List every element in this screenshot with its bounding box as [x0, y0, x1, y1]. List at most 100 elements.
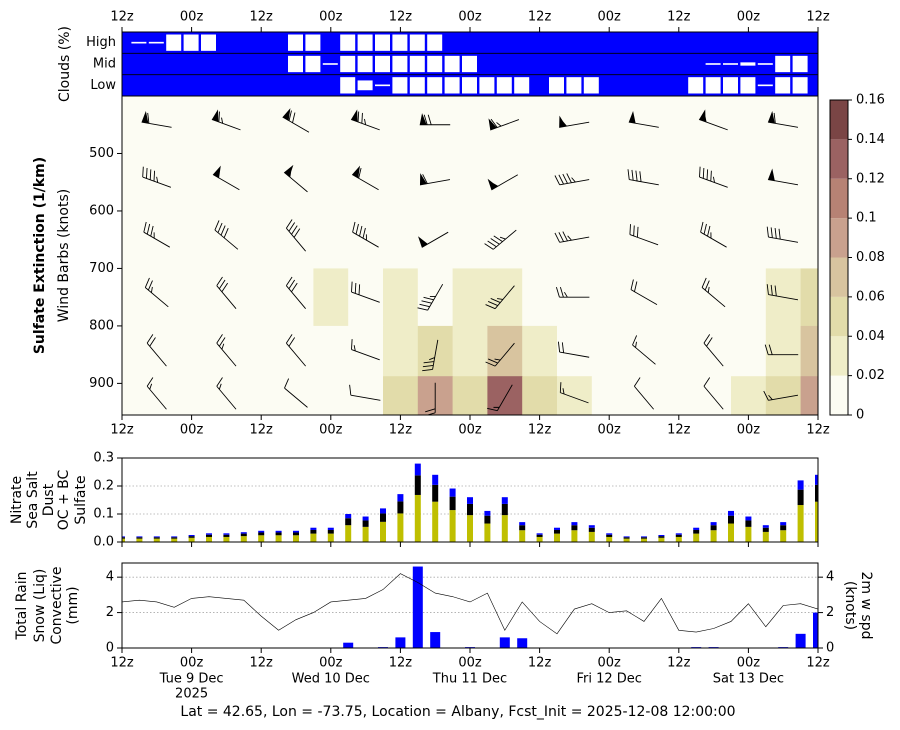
extinction-cell: [626, 325, 662, 377]
date-label: Thu 11 Dec: [432, 672, 507, 687]
wind-barb: [485, 285, 515, 310]
wind-barb: [422, 339, 439, 372]
aerosol-bar: [188, 537, 195, 542]
axis-label: OC + BC: [56, 469, 72, 530]
wind-barb: [142, 166, 172, 188]
x-tick-label: 12z: [389, 10, 413, 25]
aerosol-bar: [310, 529, 317, 534]
aerosol-bar: [484, 510, 491, 516]
cloud-box: [409, 77, 425, 94]
aerosol-bar: [171, 537, 178, 539]
wind-line: [122, 573, 818, 635]
colorbar-segment: [830, 100, 848, 140]
precip-bar: [412, 566, 423, 648]
aerosol-bar: [536, 536, 543, 542]
x-tick-label: 12z: [250, 423, 274, 438]
aerosol-bar: [606, 533, 613, 535]
aerosol-bar: [206, 536, 212, 542]
x-tick-label: 00z: [180, 656, 204, 671]
extinction-cell: [452, 210, 488, 269]
extinction-cell: [522, 210, 558, 269]
axis-label: Snow (Liq): [32, 569, 48, 643]
aerosol-bar: [641, 538, 647, 542]
wind-barb: [141, 111, 172, 128]
cloud-box: [340, 34, 356, 51]
extinction-cell: [731, 376, 767, 415]
extinction-cell: [591, 210, 628, 269]
aerosol-bar: [449, 510, 456, 542]
aerosol-bar: [327, 533, 334, 542]
cloud-box: [409, 55, 425, 73]
wind-barb: [764, 344, 799, 356]
aerosol-bar: [797, 480, 804, 490]
extinction-cell: [122, 210, 140, 269]
colorbar-segment: [830, 375, 848, 415]
axis-label: Nitrate: [9, 476, 25, 524]
y2-tick-label: 4: [826, 570, 834, 585]
wind-barb: [488, 118, 520, 131]
x-tick-label: 12z: [667, 10, 691, 25]
aerosol-bar: [554, 527, 560, 530]
y-tick-label: 4: [106, 570, 114, 585]
extinction-cell: [209, 325, 245, 377]
cloud-box: [322, 63, 338, 65]
extinction-cell: [174, 376, 210, 415]
wind-barb: [766, 284, 799, 301]
cloud-box: [375, 34, 390, 51]
extinction-cell: [313, 376, 349, 415]
aerosol-bar: [362, 520, 369, 527]
colorbar-segment: [830, 296, 848, 337]
aerosol-bar: [728, 523, 734, 542]
wind-barb: [214, 220, 239, 250]
y-tick-label: 2: [106, 605, 114, 620]
extinction-cell: [800, 268, 818, 327]
aerosol-bar: [275, 532, 282, 536]
extinction-cell: [313, 210, 349, 269]
x-tick-label: 00z: [737, 10, 761, 25]
extinction-cell: [452, 153, 488, 212]
colorbar-tick-label: 0.1: [856, 211, 877, 226]
aerosol-bar: [467, 497, 473, 504]
aerosol-bar: [327, 527, 334, 530]
aerosol-bar: [693, 533, 700, 542]
wind-barb: [703, 334, 724, 367]
extinction-cell: [487, 376, 523, 415]
aerosol-bar: [519, 530, 526, 542]
aerosol-bar: [122, 538, 125, 542]
extinction-cell: [626, 376, 662, 415]
cloud-box: [392, 34, 408, 51]
aerosol-bar: [658, 535, 665, 537]
aerosol-bar: [397, 501, 404, 514]
aerosol-bar: [223, 534, 230, 537]
precip-bar: [795, 633, 806, 648]
aerosol-bar: [414, 463, 421, 476]
cloud-box: [792, 77, 808, 94]
aerosol-bar: [762, 531, 769, 542]
y2-tick-label: 2: [826, 605, 834, 620]
extinction-cell: [800, 325, 818, 377]
cloud-box: [305, 34, 321, 51]
wind-barb: [767, 111, 799, 128]
aerosol-bar: [293, 530, 299, 533]
aerosol-bar: [728, 515, 734, 524]
wind-barb: [351, 339, 380, 361]
extinction-cell: [122, 153, 140, 212]
wind-barb: [144, 277, 169, 308]
cloud-box: [549, 77, 564, 94]
x-tick-label: 12z: [806, 423, 830, 438]
aerosol-bar: [293, 532, 299, 536]
date-label: Fri 12 Dec: [576, 672, 641, 687]
wind-barb: [627, 169, 659, 186]
aerosol-bar: [153, 536, 160, 538]
cloud-box: [757, 84, 773, 87]
aerosol-bar: [519, 522, 526, 526]
cloud-box: [723, 77, 738, 94]
axis-label: Sulfate: [73, 475, 89, 524]
extinction-cell: [174, 210, 210, 269]
x-tick-label: 12z: [110, 656, 134, 671]
extinction-cell: [348, 325, 384, 377]
x-tick-label: 12z: [667, 656, 691, 671]
x-tick-label: 12z: [389, 656, 413, 671]
aerosol-bar: [745, 516, 752, 521]
cloud-box: [288, 34, 303, 51]
